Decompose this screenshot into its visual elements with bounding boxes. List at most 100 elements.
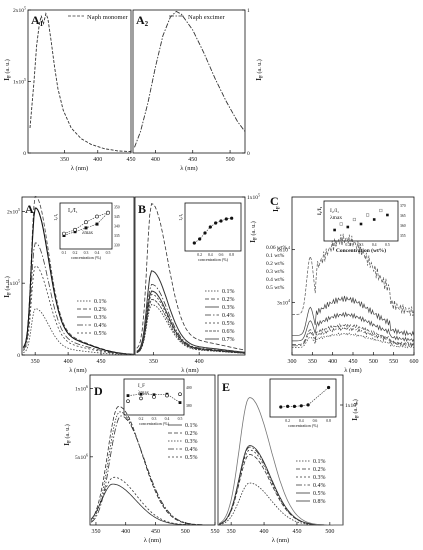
inset-right-tick-label: 380: [186, 404, 192, 408]
y-tick-exponent: 4: [288, 298, 290, 303]
inset-x-tick-label: 0.6: [219, 253, 224, 257]
inset-right-tick-label: 330: [114, 244, 120, 248]
y-tick-exponent: 6: [86, 452, 88, 457]
series-line: [292, 233, 415, 317]
inset-point: [333, 228, 336, 232]
y-tick-exponent: 4: [288, 245, 290, 250]
y-tick-label: 2x105: [13, 6, 26, 15]
legend-label: 0.7%: [222, 337, 235, 343]
inset-x-tick-label: 0.6: [313, 419, 318, 423]
plot-frame: [27, 9, 132, 154]
inset-x-tick-label: 0.2: [345, 243, 350, 247]
y-axis-label: IF (a. u.): [255, 59, 265, 80]
y-label-sub: F: [8, 292, 13, 295]
inset-x-tick-label: 0.2: [139, 417, 144, 421]
x-tick-label: 600: [410, 359, 419, 365]
inset-x-label: concentration (%): [71, 255, 102, 260]
plot-frame: [217, 374, 344, 526]
series-line: [23, 308, 134, 356]
inset-point: [192, 241, 196, 245]
inset-x-tick-label: 0.4: [208, 253, 213, 257]
y-label-unit: (a. u.): [64, 424, 71, 440]
panel-label: A: [25, 202, 34, 216]
inset-x-tick-label: 0.4: [299, 419, 304, 423]
y-label-text: IF (a. u.): [351, 399, 361, 420]
y-axis-label: IF (a. u.): [63, 424, 73, 445]
inset-point: [286, 404, 290, 408]
y-tick-text: 2x105: [13, 6, 26, 15]
x-tick-label: 350: [91, 529, 100, 535]
inset-legend-label: λmax: [330, 215, 342, 221]
plot-frame: [21, 196, 135, 356]
inset-x-tick-label: 0.1: [126, 417, 131, 421]
x-tick-label: 450: [188, 157, 197, 163]
inset-x-tick-label: 0.3: [152, 417, 157, 421]
inset-right-tick-label: 360: [400, 224, 406, 228]
legend-label: 0.1%: [94, 299, 107, 305]
inset-point: [198, 237, 202, 241]
inset-right-tick-label: 345: [114, 215, 120, 219]
inset-frame: [123, 378, 185, 416]
inset-x-label: concentration (%): [139, 421, 170, 426]
inset-point: [152, 393, 156, 397]
x-axis-label: λ (nm): [71, 165, 88, 172]
x-tick-label: 350: [149, 359, 158, 365]
x-tick-label: 450: [151, 529, 160, 535]
panel-label: B: [138, 202, 146, 216]
inset-point: [95, 222, 99, 226]
series-line: [136, 270, 246, 353]
y-tick-label: 6x104: [277, 245, 290, 254]
legend-label: 0.4 wt%: [266, 277, 285, 283]
y-label-sub: F: [8, 75, 13, 78]
y-axis-label: IF (a. u.): [3, 276, 13, 297]
series-line: [136, 290, 246, 354]
inset-x-tick-label: 0.1: [62, 251, 67, 255]
inset-x-tick-label: 0.4: [95, 251, 100, 255]
y-tick-label: 1x106: [345, 401, 358, 410]
inset-y-label-text: I₂/I₁: [178, 213, 183, 220]
inset-point: [379, 208, 383, 213]
legend-label: 0.3%: [94, 315, 107, 321]
y-tick-label: 0: [17, 353, 20, 359]
x-tick-label: 400: [195, 359, 204, 365]
legend-label: 0.1%: [185, 423, 198, 429]
inset-y-label: I₂/I₁: [318, 206, 323, 215]
series-line: [136, 304, 246, 354]
inset-point: [139, 392, 143, 396]
inset-point: [152, 395, 156, 399]
inset-point: [339, 222, 343, 226]
inset-point: [359, 222, 363, 226]
series-line: [90, 483, 215, 526]
legend-label: 0.6%: [222, 329, 235, 335]
y-tick-exponent: 5: [18, 207, 20, 212]
series-line: [219, 454, 343, 526]
inset-x-label: Concentration (wt%): [336, 247, 386, 254]
inset-series-line: [280, 387, 329, 408]
x-tick-label: 500: [369, 359, 378, 365]
y-tick-label: 3x104: [277, 298, 290, 307]
y-tick-label: 5x106: [75, 452, 88, 461]
inset-point: [126, 394, 130, 397]
inset-point: [214, 221, 218, 225]
x-tick-label: 350: [60, 157, 69, 163]
y-label-sub: F: [277, 206, 282, 209]
x-tick-label: 300: [288, 359, 297, 365]
panel-label: C: [270, 194, 279, 208]
legend-label: 0.5%: [222, 321, 235, 327]
y-tick-text: 2x105: [7, 207, 20, 216]
y-label-sub: F: [68, 440, 73, 443]
inset-x-label: concentration (%): [288, 423, 319, 428]
x-tick-label: 550: [211, 529, 220, 535]
inset-point: [299, 404, 303, 408]
series-line: [292, 322, 415, 346]
legend-label: 0.4%: [222, 313, 235, 319]
y-label-unit: (a. u.): [352, 399, 359, 415]
y-label-text: IF (a. u.): [63, 424, 73, 445]
inset-point: [326, 385, 331, 390]
y-tick-text: 1: [247, 8, 250, 14]
inset-x-tick-label: 0.4: [165, 417, 170, 421]
inset-x-tick-label: 0.5: [385, 243, 390, 247]
y-tick-text: 1x106: [345, 401, 358, 410]
inset-x-tick-label: 0.2: [285, 419, 290, 423]
